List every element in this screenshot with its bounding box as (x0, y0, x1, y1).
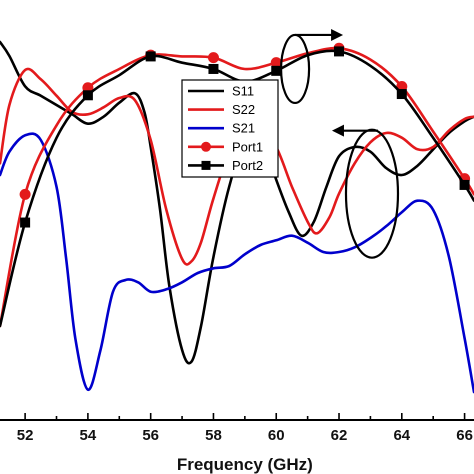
annotation-layer (279, 28, 400, 259)
legend-item-port1: Port1 (188, 139, 263, 154)
point-port2 (208, 63, 219, 74)
legend-marker (201, 141, 211, 152)
legend-label: S11 (232, 84, 254, 99)
x-axis: 52 54 56 58 60 62 64 66 Frequency (GHz) (0, 413, 474, 474)
point-port1 (270, 57, 282, 69)
x-tick-label: 56 (142, 427, 159, 444)
x-axis-label: Frequency (GHz) (177, 455, 313, 474)
series-layer (0, 40, 474, 394)
legend-label: Port2 (232, 158, 263, 173)
legend: S11 S22 S21 Port1 Port2 (181, 79, 279, 178)
legend-marker (201, 160, 211, 170)
point-port2 (459, 179, 470, 190)
annotation-ellipse-left (331, 124, 400, 259)
x-tick-label: 52 (17, 427, 34, 444)
arrow-head-right (331, 28, 344, 41)
legend-label: S22 (232, 102, 255, 117)
x-tick-label: 62 (331, 427, 348, 444)
point-port2 (396, 89, 407, 100)
point-port1 (207, 52, 219, 64)
x-tick-label: 60 (268, 427, 285, 444)
legend-label: Port1 (232, 139, 263, 154)
x-tick-label: 54 (80, 427, 97, 444)
series-s11 (0, 40, 474, 365)
legend-item-port2: Port2 (188, 158, 263, 173)
legend-item-s21: S21 (188, 121, 255, 136)
x-tick-label: 66 (456, 427, 473, 444)
point-port2 (334, 46, 345, 57)
annotation-ellipse-right (279, 28, 344, 105)
series-line-s11 (0, 40, 474, 365)
point-port2 (82, 90, 93, 101)
point-port2 (271, 65, 282, 76)
legend-item-s11: S11 (188, 84, 254, 99)
x-tick-label: 64 (393, 427, 410, 444)
legend-item-s22: S22 (188, 102, 255, 117)
x-tick-label: 58 (205, 427, 222, 444)
point-port1 (19, 188, 31, 200)
point-port2 (20, 217, 31, 228)
arrow-head-left (331, 124, 344, 137)
point-port2 (145, 51, 156, 62)
series-line-port1 (0, 46, 474, 328)
legend-label: S21 (232, 121, 255, 136)
